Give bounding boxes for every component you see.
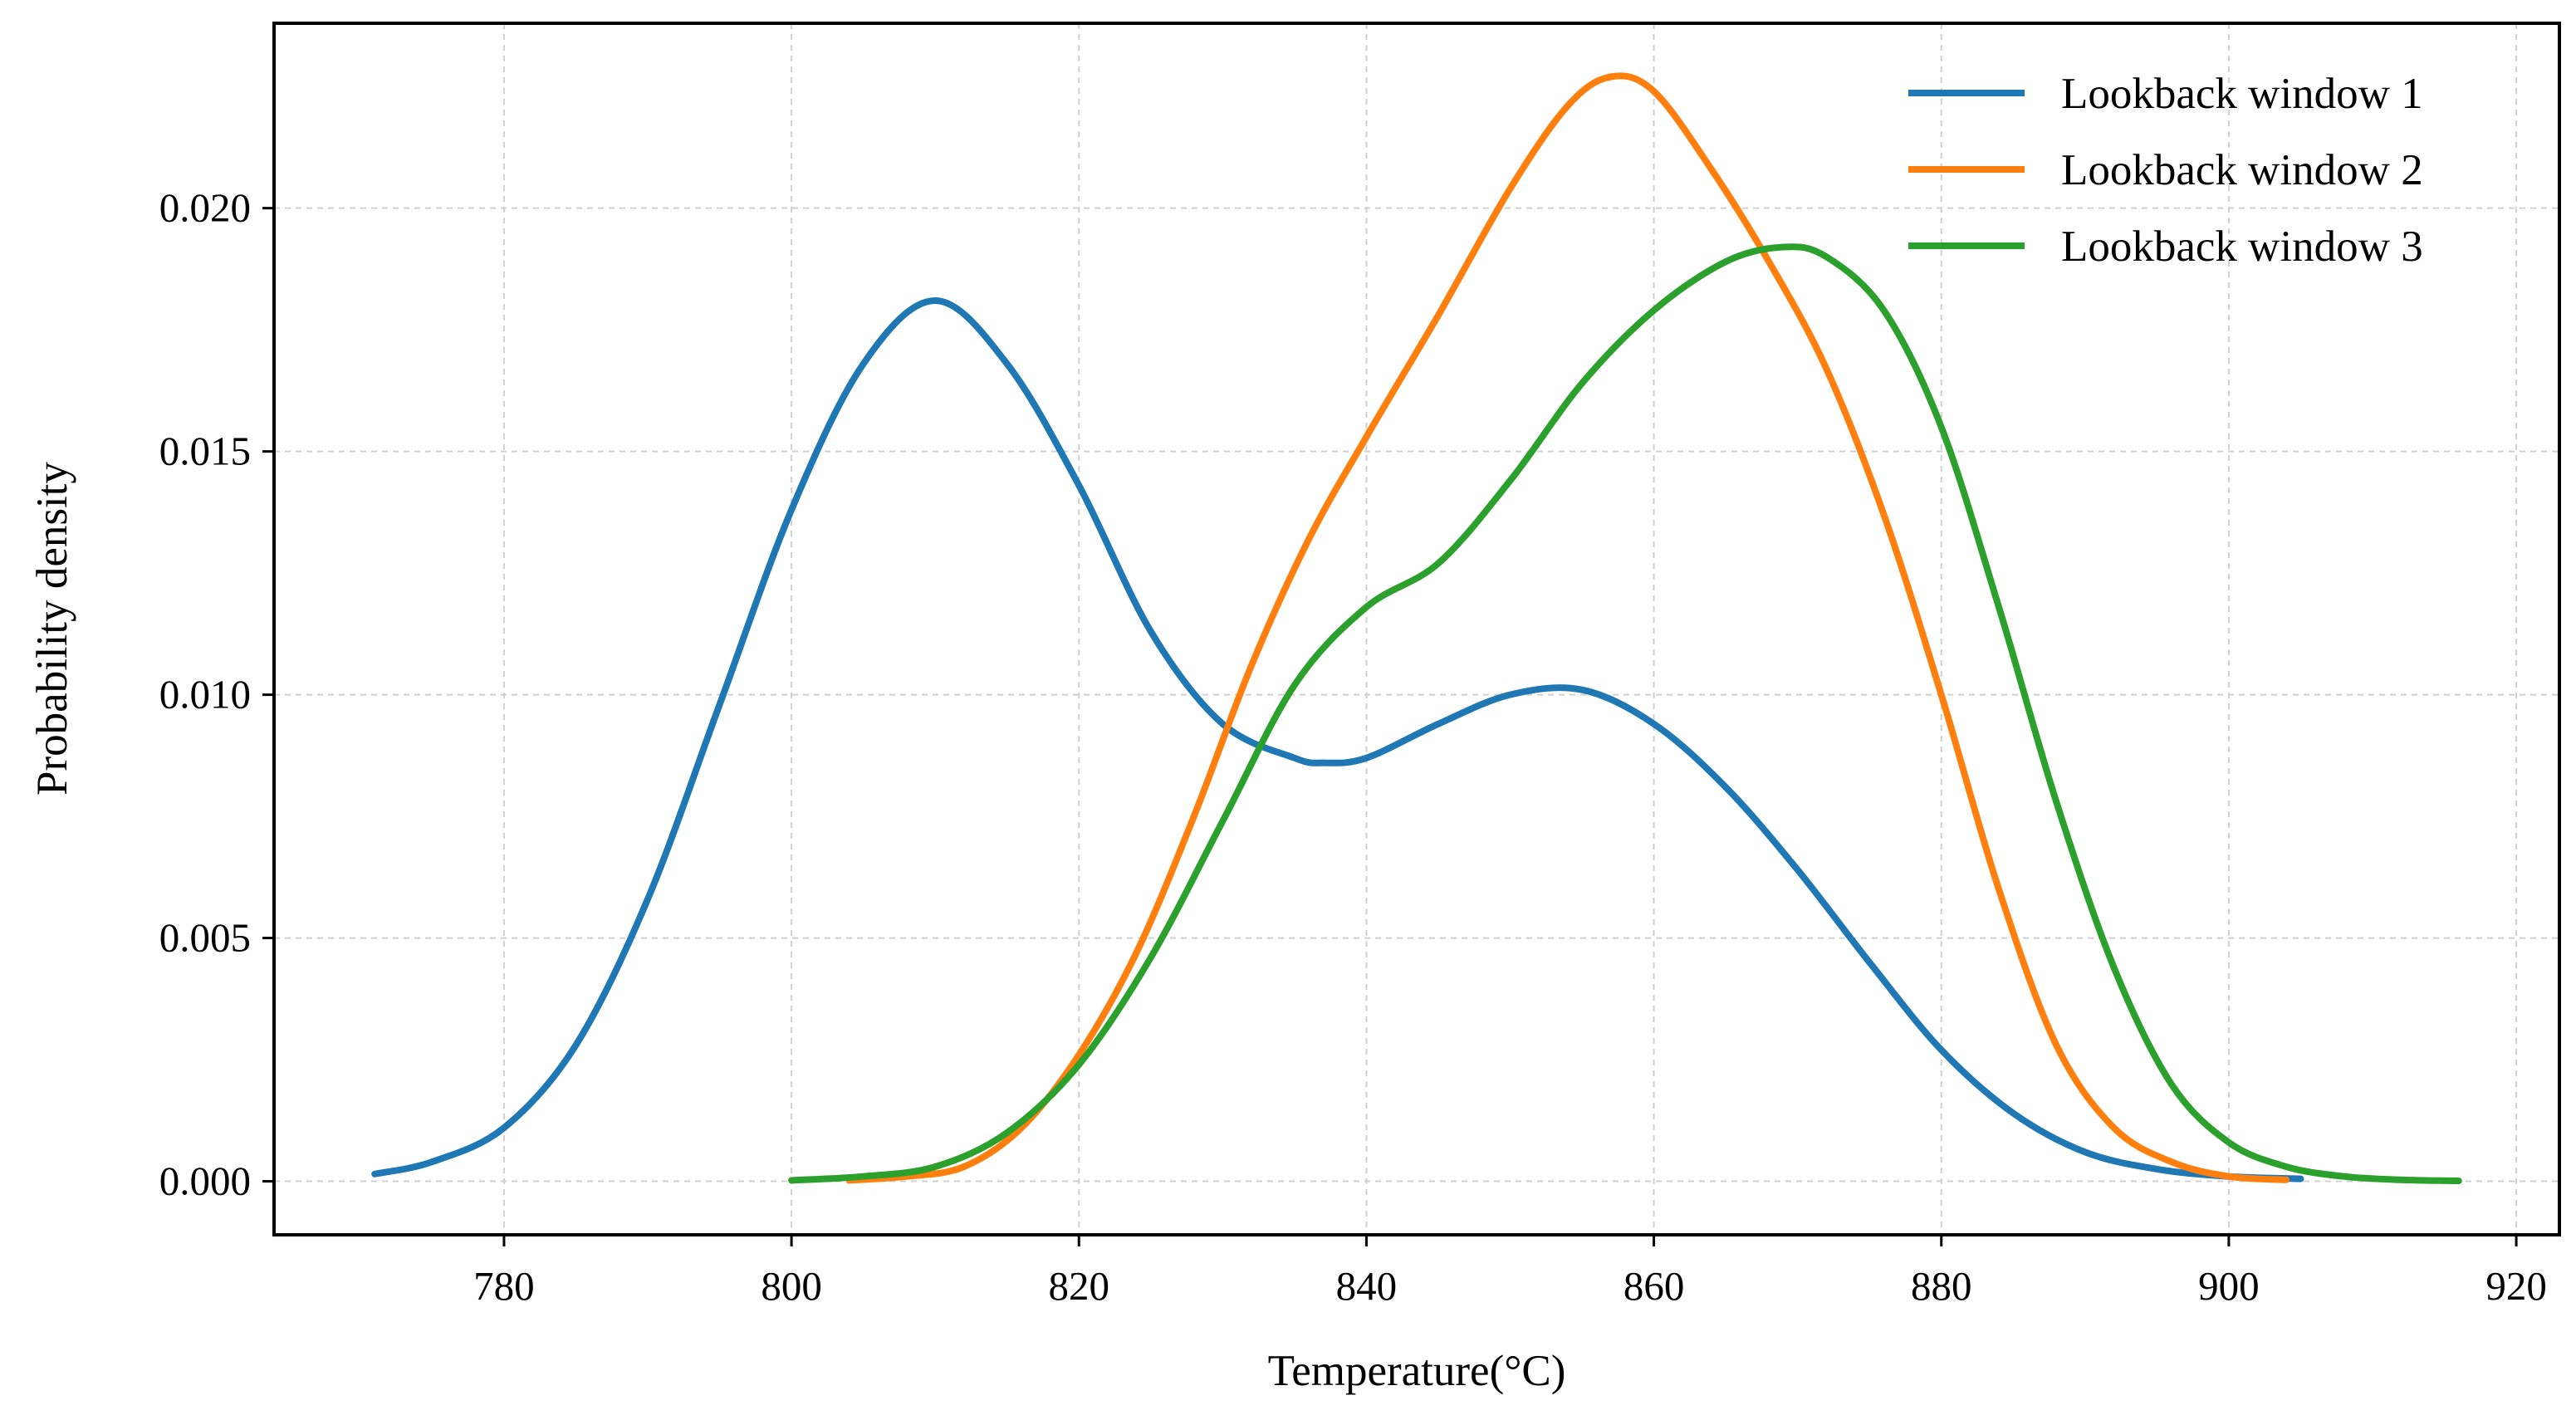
legend-label: Lookback window 3 [2061,223,2423,271]
series-line-1 [371,297,2304,1183]
y-tick-label: 0.020 [159,185,251,231]
legend-item-3: Lookback window 3 [1908,223,2423,271]
legend: Lookback window 1 Lookback window 2 Lookba… [1908,70,2423,271]
legend-item-1: Lookback window 1 [1908,70,2423,118]
legend-item-2: Lookback window 2 [1908,146,2423,194]
y-tick-label: 0.015 [159,428,251,474]
plot-frame [272,22,2561,1236]
y-tick-label: 0.000 [159,1158,251,1204]
x-tick-label: 820 [1049,1263,1110,1309]
legend-label: Lookback window 2 [2061,146,2423,194]
x-tick-label: 800 [761,1263,822,1309]
y-axis-label: Probability density [28,462,76,796]
x-tick-label: 780 [473,1263,535,1309]
x-tick-label: 860 [1623,1263,1685,1309]
series-line-3 [788,243,2462,1184]
x-tick-label: 880 [1911,1263,1972,1309]
legend-label: Lookback window 1 [2061,70,2423,118]
grid-lines [274,23,2559,1235]
x-tick-label: 840 [1336,1263,1398,1309]
y-axis-ticks: 0.000 0.005 0.010 0.015 0.020 [159,185,274,1204]
x-axis-ticks: 780 800 820 840 860 880 900 920 [473,1235,2547,1309]
y-tick-label: 0.005 [159,915,251,961]
x-axis-label: Temperature(°C) [1268,1347,1566,1395]
series-lines [371,72,2462,1184]
y-tick-label: 0.010 [159,672,251,717]
x-tick-label: 900 [2198,1263,2260,1309]
series-line-2 [845,72,2290,1184]
x-tick-label: 920 [2485,1263,2547,1309]
